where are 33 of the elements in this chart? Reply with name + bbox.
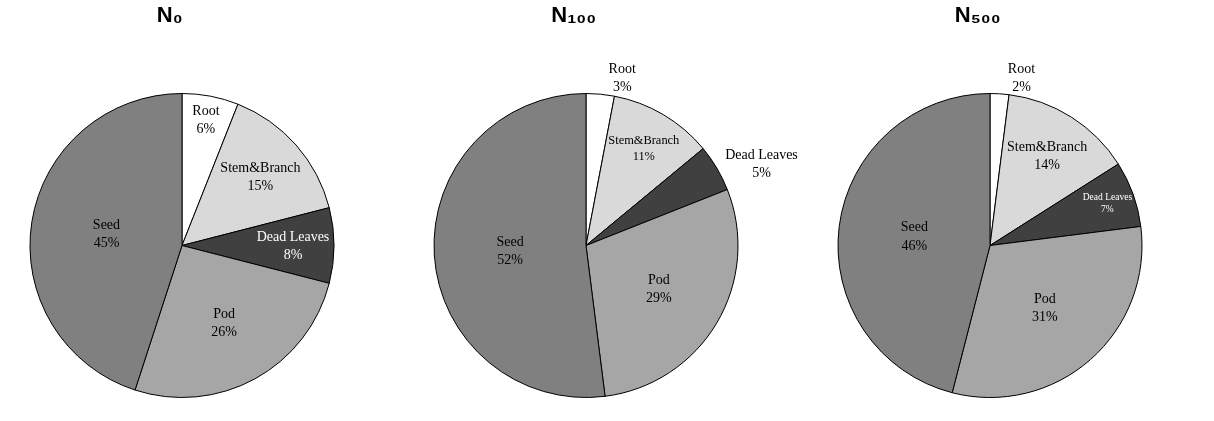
slice-label: Pod bbox=[1033, 291, 1056, 307]
chart-title: N₀ bbox=[156, 1, 183, 27]
data-label: 2% bbox=[1012, 78, 1032, 94]
data-label: 8% bbox=[283, 247, 303, 263]
data-label: 31% bbox=[1032, 309, 1059, 325]
data-label: 29% bbox=[646, 290, 673, 306]
slice-label: Dead Leaves bbox=[1082, 192, 1133, 203]
data-label: 11% bbox=[632, 148, 655, 163]
slice-label: Root bbox=[1007, 60, 1036, 76]
data-label: 46% bbox=[901, 237, 928, 253]
slice-label: Root bbox=[608, 61, 636, 77]
slice-label: Dead Leaves bbox=[256, 228, 330, 244]
slice-label: Pod bbox=[648, 272, 670, 288]
data-label: 52% bbox=[497, 251, 524, 267]
data-label: 5% bbox=[752, 165, 772, 181]
slice-label: Dead Leaves bbox=[725, 147, 798, 163]
data-label: 45% bbox=[93, 235, 120, 251]
slice-label: Stem&Branch bbox=[608, 132, 681, 147]
data-label: 14% bbox=[1034, 157, 1061, 173]
slice-label: Root bbox=[192, 103, 220, 119]
slice-label: Stem&Branch bbox=[1007, 138, 1088, 154]
chart-title: N₅₀₀ bbox=[954, 1, 1001, 27]
data-label: 15% bbox=[247, 177, 274, 193]
data-label: 7% bbox=[1101, 204, 1114, 215]
slice-label: Pod bbox=[213, 305, 236, 321]
data-label: 3% bbox=[612, 79, 632, 95]
slice-label: Seed bbox=[900, 219, 928, 235]
data-label: 6% bbox=[196, 121, 216, 137]
slice-label: Seed bbox=[92, 216, 121, 232]
slice-label: Seed bbox=[496, 233, 524, 249]
data-label: 26% bbox=[211, 324, 238, 340]
chart-title: N₁₀₀ bbox=[551, 1, 597, 27]
slice-label: Stem&Branch bbox=[220, 159, 301, 175]
